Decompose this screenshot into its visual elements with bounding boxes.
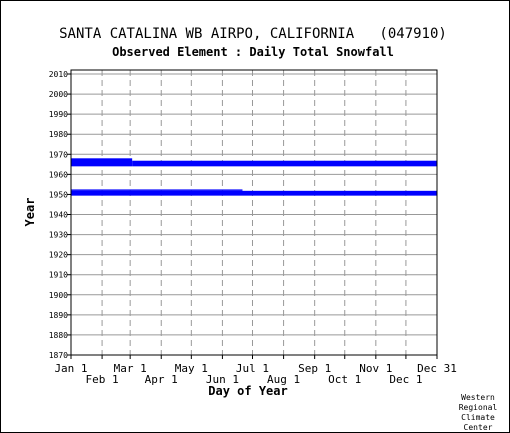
y-tick-label: 1870 (49, 351, 68, 360)
chart-title: SANTA CATALINA WB AIRPO, CALIFORNIA (047… (59, 26, 447, 42)
credit-block: Western Regional Climate Center (459, 393, 498, 432)
x-axis-label: Day of Year (208, 384, 287, 398)
x-tick-layer: Jan 1 Mar 1 May 1 Jul 1 Sep 1 Nov 1 Dec 31 Feb … (54, 355, 457, 386)
y-tick-label: 1940 (49, 211, 68, 220)
y-tick-label: 1960 (49, 170, 68, 179)
x-tick-label: Dec 1 (389, 373, 422, 386)
data-bar (71, 158, 133, 167)
x-tick-label: May 1 (175, 362, 208, 375)
x-tick-label: Oct 1 (328, 373, 361, 386)
y-tick-label: 1990 (49, 110, 68, 119)
y-tick-label: 1930 (49, 231, 68, 240)
x-tick-label: Mar 1 (114, 362, 147, 375)
x-tick-label: Nov 1 (359, 362, 392, 375)
x-tick-label: Dec 31 (417, 362, 457, 375)
credit-line: Climate (461, 413, 495, 422)
x-tick-label: Jul 1 (236, 362, 269, 375)
data-bar (132, 160, 438, 167)
y-tick-label: 1970 (49, 150, 68, 159)
x-tick-label: Sep 1 (298, 362, 331, 375)
grid-layer (71, 70, 437, 356)
y-tick-label: 1880 (49, 331, 68, 340)
y-tick-label: 1910 (49, 271, 68, 280)
plot-border (70, 69, 438, 356)
data-bar (71, 189, 243, 191)
y-axis-label: Year (23, 198, 37, 227)
y-tick-layer: 1870 1880 1890 1900 1910 1920 1930 1940 1950 1960… (49, 70, 71, 360)
y-tick-label: 1890 (49, 311, 68, 320)
chart-subtitle: Observed Element : Daily Total Snowfall (112, 45, 394, 59)
y-tick-label: 2010 (49, 70, 68, 79)
y-tick-label: 1900 (49, 291, 68, 300)
credit-line: Western (461, 393, 495, 402)
x-tick-label: Feb 1 (86, 373, 119, 386)
x-tick-label: Apr 1 (145, 373, 178, 386)
y-tick-label: 2000 (49, 90, 68, 99)
x-tick-label: Aug 1 (267, 373, 300, 386)
x-tick-label: Jan 1 (54, 362, 87, 375)
y-tick-label: 1980 (49, 130, 68, 139)
y-tick-label: 1920 (49, 251, 68, 260)
x-tick-label: Jun 1 (206, 373, 239, 386)
credit-line: Regional (459, 403, 498, 412)
y-tick-label: 1950 (49, 190, 68, 199)
data-bar (71, 190, 437, 196)
bar-layer (71, 158, 438, 196)
credit-line: Center (464, 423, 493, 432)
